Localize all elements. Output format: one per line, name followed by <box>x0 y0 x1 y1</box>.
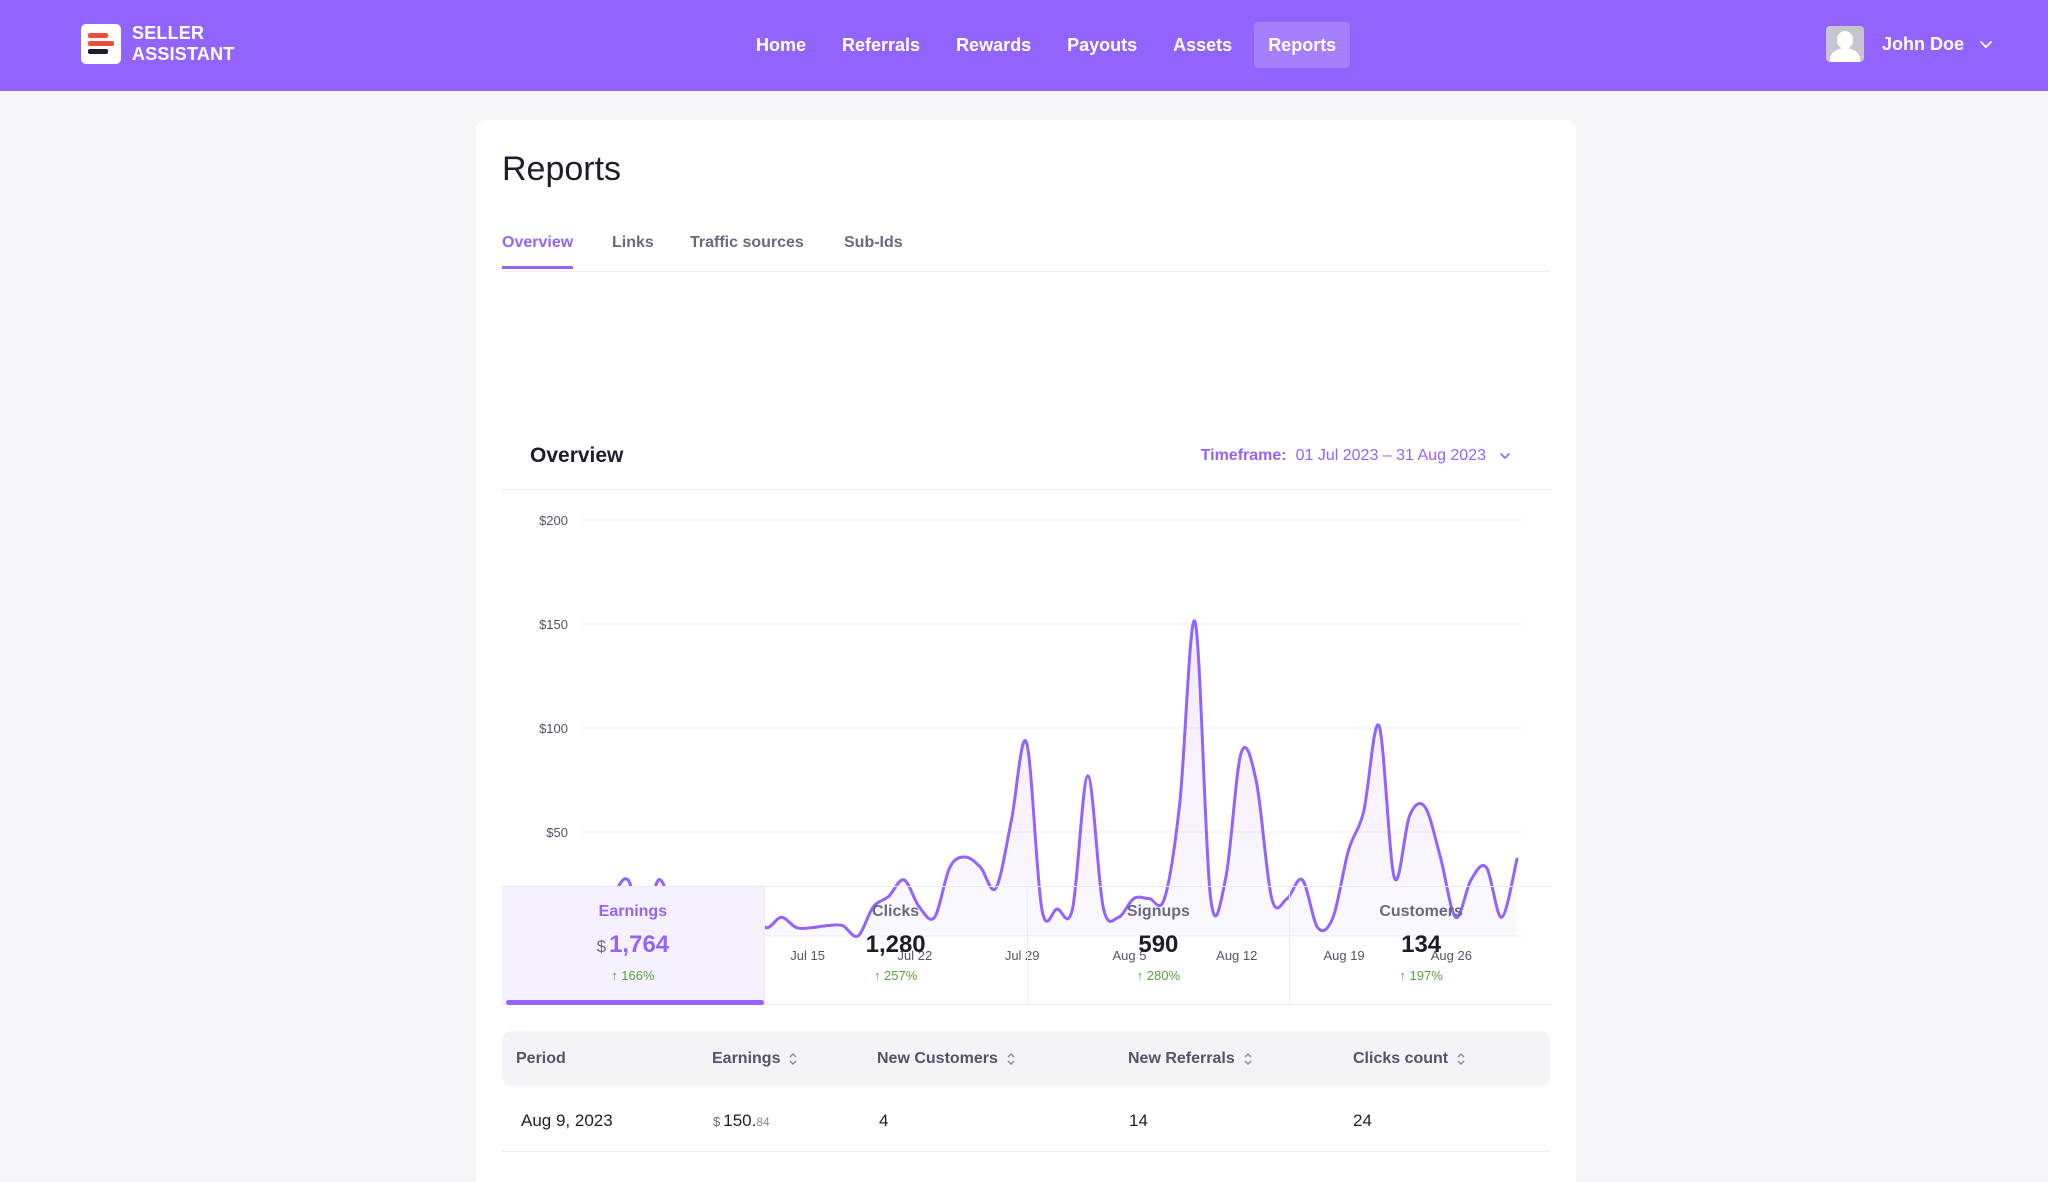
y-tick-label: $150 <box>539 617 568 632</box>
stat-value: 590 <box>1138 931 1179 958</box>
x-tick-label: Jul 15 <box>790 948 825 963</box>
brand-logo[interactable]: SELLER ASSISTANT <box>81 23 234 65</box>
x-tick-label: Jul 29 <box>1005 948 1040 963</box>
stats-bar: Earnings $1,764 ↑ 166% Clicks 1,280 ↑ 25… <box>502 886 1552 1005</box>
user-menu[interactable]: John Doe <box>1826 26 1994 62</box>
y-tick-label: $100 <box>539 721 568 736</box>
sort-icon <box>1007 1053 1015 1065</box>
logo-icon <box>81 24 121 64</box>
tabs-divider <box>502 271 1550 272</box>
stat-label: Clicks <box>872 903 920 920</box>
stat-value: 134 <box>1401 931 1442 958</box>
x-tick-label: Aug 26 <box>1431 948 1472 963</box>
stat-label: Signups <box>1126 903 1190 920</box>
nav-item-home[interactable]: Home <box>756 35 807 55</box>
stat-change: ↑ 166% <box>611 968 655 983</box>
tab-traffic-sources[interactable]: Traffic sources <box>690 234 804 251</box>
stat-label: Customers <box>1379 903 1463 920</box>
nav-item-reports[interactable]: Reports <box>1254 22 1351 68</box>
cell-new-customers: 4 <box>879 1111 889 1130</box>
brand-name: SELLER ASSISTANT <box>132 23 235 64</box>
reports-card: Reports Overview Links Traffic sources S… <box>476 120 1576 1182</box>
column-header-period: Period <box>516 1050 566 1067</box>
chevron-down-icon <box>1980 41 1992 49</box>
stat-value: $1,764 <box>596 931 670 958</box>
stat-change: ↑ 197% <box>1399 968 1443 983</box>
user-name: John Doe <box>1882 33 1965 54</box>
nav-item-referrals[interactable]: Referrals <box>842 35 921 55</box>
stat-change: ↑ 280% <box>1136 968 1181 983</box>
column-header-new-referrals[interactable]: New Referrals <box>1128 1050 1253 1068</box>
y-tick-label: $50 <box>546 825 568 840</box>
table-row[interactable]: Aug 9, 2023 $150.84 4 14 24 <box>502 1086 1550 1152</box>
series-area <box>582 620 1517 937</box>
timeframe-selector[interactable]: Timeframe: 01 Jul 2023 – 31 Aug 2023 <box>1201 447 1512 465</box>
top-navbar: SELLER ASSISTANT Home Referrals Rewards P… <box>0 0 2048 91</box>
y-tick-label: $200 <box>539 513 568 528</box>
main-nav: Home Referrals Rewards Payouts Assets Re… <box>738 22 1351 68</box>
stat-clicks[interactable]: Clicks 1,280 ↑ 257% <box>765 887 1028 1004</box>
sort-icon <box>1457 1053 1465 1065</box>
section-title: Overview <box>530 444 624 467</box>
tab-links[interactable]: Links <box>612 234 654 251</box>
timeframe-value: 01 Jul 2023 – 31 Aug 2023 <box>1295 447 1486 464</box>
column-header-clicks-count[interactable]: Clicks count <box>1353 1050 1466 1068</box>
column-header-earnings[interactable]: Earnings <box>712 1050 798 1068</box>
nav-item-rewards[interactable]: Rewards <box>956 35 1032 55</box>
timeframe-label: Timeframe: <box>1200 447 1287 464</box>
cell-period: Aug 9, 2023 <box>521 1111 613 1130</box>
cell-earnings: $150.84 <box>713 1111 770 1130</box>
x-tick-label: Jul 22 <box>898 948 933 963</box>
stat-change: ↑ 257% <box>873 968 918 983</box>
table-header: Period Earnings New Customers New Referr… <box>502 1031 1550 1086</box>
stat-earnings[interactable]: Earnings $1,764 ↑ 166% <box>502 887 765 1005</box>
stat-customers[interactable]: Customers 134 ↑ 197% <box>1290 887 1552 1004</box>
x-tick-label: Aug 5 <box>1112 948 1146 963</box>
tab-sub-ids[interactable]: Sub-Ids <box>844 234 903 251</box>
cell-clicks-count: 24 <box>1353 1111 1372 1130</box>
x-tick-label: Aug 12 <box>1216 948 1257 963</box>
avatar <box>1826 26 1864 62</box>
stat-label: Earnings <box>598 903 668 920</box>
stat-signups[interactable]: Signups 590 ↑ 280% <box>1028 887 1291 1004</box>
cell-new-referrals: 14 <box>1129 1111 1148 1130</box>
page-title: Reports <box>502 150 622 188</box>
sort-icon <box>789 1053 797 1065</box>
tab-overview[interactable]: Overview <box>502 234 574 269</box>
sort-icon <box>1244 1053 1252 1065</box>
overview-header: Overview Timeframe: 01 Jul 2023 – 31 Aug… <box>502 400 1552 490</box>
nav-item-assets[interactable]: Assets <box>1173 35 1233 55</box>
chevron-down-icon <box>1500 453 1510 460</box>
stat-value: 1,280 <box>865 931 926 958</box>
x-tick-label: Aug 19 <box>1323 948 1364 963</box>
nav-item-payouts[interactable]: Payouts <box>1067 35 1138 55</box>
column-header-new-customers[interactable]: New Customers <box>877 1050 1016 1068</box>
